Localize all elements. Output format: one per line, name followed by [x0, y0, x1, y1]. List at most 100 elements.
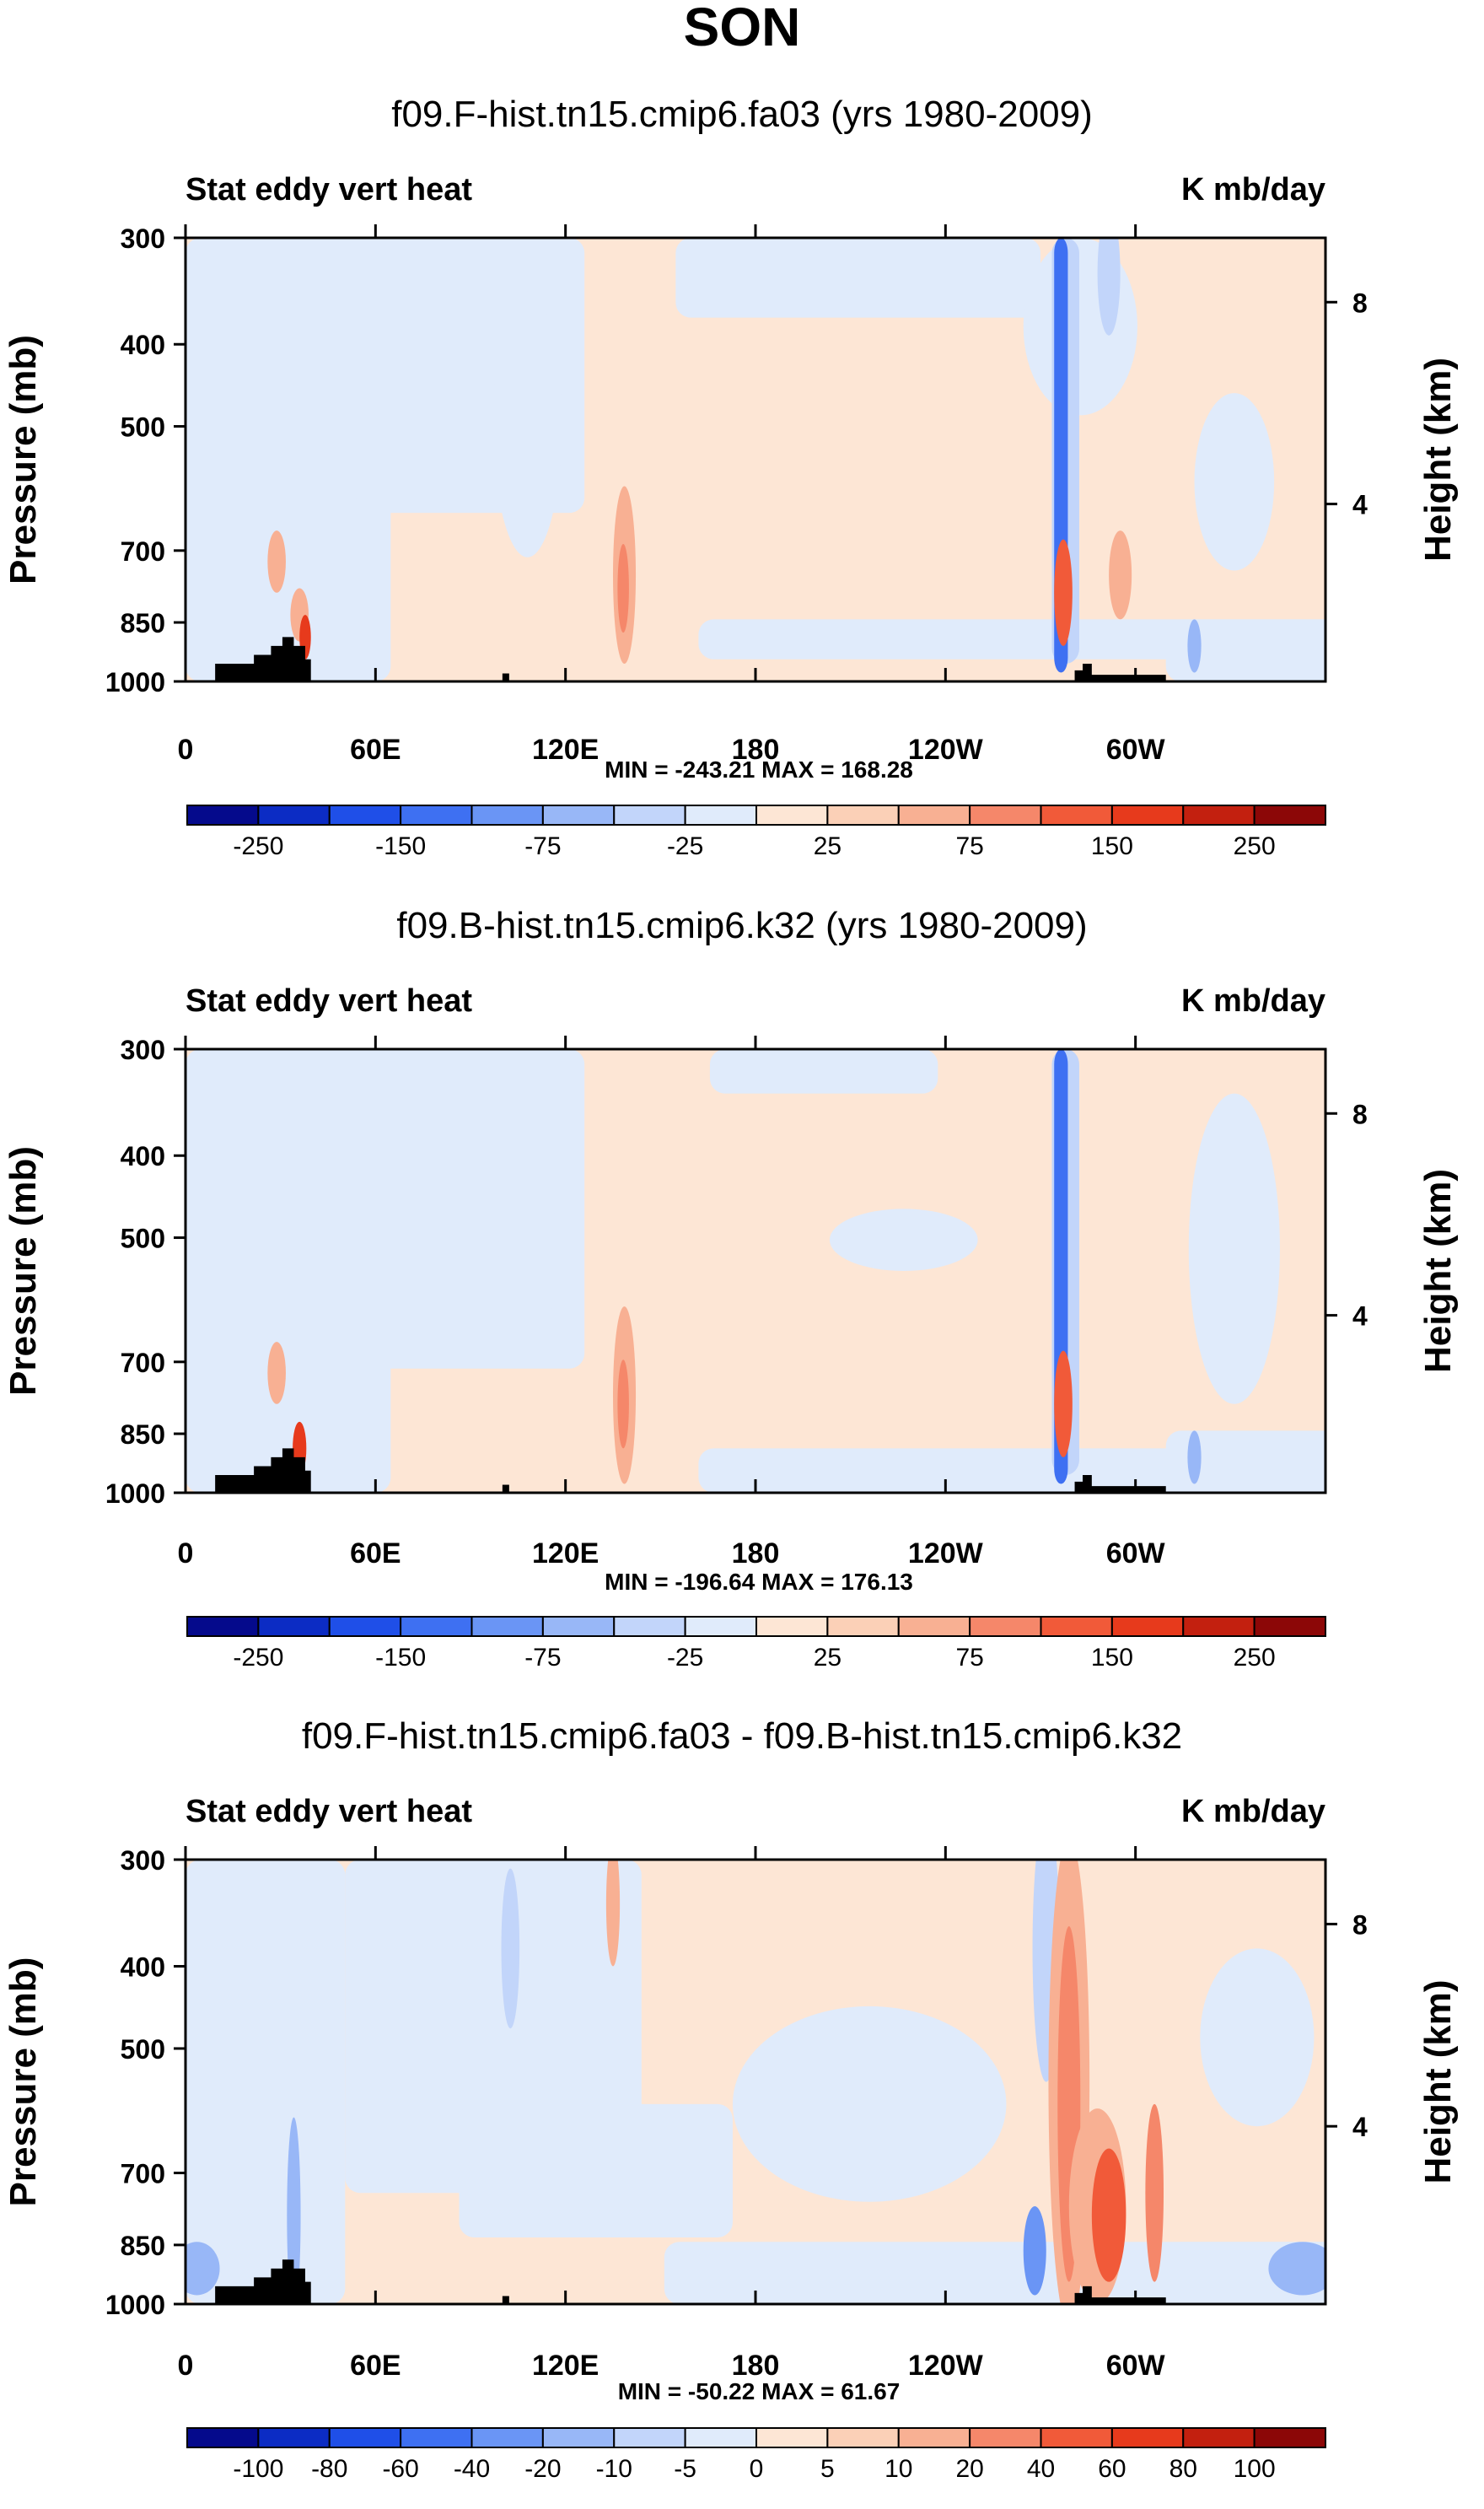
- colorbar-box: [1040, 2427, 1113, 2448]
- colorbar-box: [186, 2427, 260, 2448]
- contour-region: [829, 1209, 978, 1272]
- contour-region: [1023, 2206, 1046, 2296]
- y-tick-label: 1000: [105, 1478, 165, 1509]
- colorbar-label: 250: [1234, 832, 1276, 860]
- y-right-tick-label: 4: [1352, 1301, 1368, 1332]
- contour-region: [267, 530, 286, 593]
- colorbar-label: 150: [1091, 1644, 1133, 1672]
- topography-andes: [1074, 1474, 1166, 1493]
- colorbar-box: [257, 2427, 331, 2448]
- colorbar-label: -10: [596, 2455, 632, 2483]
- y-right-tick-label: 8: [1352, 288, 1368, 318]
- y-tick-label: 500: [121, 412, 165, 443]
- colorbar-box: [400, 1616, 473, 1637]
- figure-title: SON: [684, 0, 801, 57]
- x-tick-label: 180: [732, 1537, 780, 1569]
- colorbar-box: [1110, 2427, 1185, 2448]
- contour-region: [1188, 1093, 1280, 1404]
- colorbar-label: -25: [667, 1644, 703, 1672]
- colorbar-box: [470, 2427, 544, 2448]
- y-tick-label: 850: [121, 608, 165, 638]
- topography-asia: [215, 1448, 311, 1493]
- contour-region: [1268, 2242, 1325, 2296]
- right-string: K mb/day: [1181, 1794, 1325, 1829]
- contour-region: [287, 2117, 301, 2304]
- colorbar-box: [684, 1616, 757, 1637]
- colorbar-box: [257, 805, 331, 826]
- contour-region: [1054, 1350, 1073, 1457]
- colorbar-label: 20: [955, 2455, 983, 2483]
- colorbar-box: [826, 1616, 900, 1637]
- colorbar-box: [541, 2427, 616, 2448]
- min-max-label: MIN = -50.22 MAX = 61.67: [618, 2378, 901, 2404]
- y-tick-label: 400: [121, 330, 165, 360]
- y-tick-label: 1000: [105, 667, 165, 697]
- panel-title: f09.B-hist.tn15.cmip6.k32 (yrs 1980-2009…: [396, 905, 1087, 946]
- colorbar-box: [541, 805, 616, 826]
- colorbar-label: 250: [1234, 1644, 1276, 1672]
- y-right-tick-label: 8: [1352, 1099, 1368, 1129]
- panel-title: f09.F-hist.tn15.cmip6.fa03 - f09.B-hist.…: [302, 1715, 1182, 1757]
- colorbar: -250 -150 -75 -25 25 75 150 250: [186, 1616, 1326, 1672]
- contour-region: [186, 2242, 220, 2296]
- colorbar-box: [186, 1616, 260, 1637]
- colorbar-box: [897, 1616, 971, 1637]
- colorbar-box: [1040, 1616, 1113, 1637]
- colorbar-box: [1253, 1616, 1326, 1637]
- min-max-label: MIN = -196.64 MAX = 176.13: [605, 1569, 913, 1595]
- contour-region: [732, 2006, 1007, 2202]
- topography-andes: [1074, 2286, 1166, 2304]
- x-tick-label: 60W: [1106, 2350, 1166, 2382]
- y-tick-label: 400: [121, 1141, 165, 1171]
- y-axis-title: Pressure (mb): [3, 335, 44, 584]
- colorbar-label: -100: [233, 2455, 283, 2483]
- x-tick-label: 120W: [908, 734, 984, 766]
- y-right-tick-label: 4: [1352, 490, 1368, 520]
- y-tick-label: 700: [121, 2159, 165, 2189]
- y-tick-label: 400: [121, 1952, 165, 1982]
- colorbar-box: [1182, 2427, 1255, 2448]
- colorbar: -250 -150 -75 -25 25 75 150 250: [186, 805, 1326, 860]
- colorbar-label: -150: [375, 1644, 426, 1672]
- colorbar-box: [755, 2427, 829, 2448]
- colorbar-box: [684, 2427, 757, 2448]
- colorbar-box: [969, 805, 1042, 826]
- colorbar-box: [541, 1616, 616, 1637]
- contour-region: [605, 1860, 621, 1967]
- colorbar-box: [400, 805, 473, 826]
- x-tick-label: 60E: [350, 734, 401, 766]
- contour-region: [1145, 2103, 1164, 2282]
- colorbar-box: [328, 805, 402, 826]
- contour-region: [1200, 1948, 1315, 2127]
- colorbar-box: [613, 805, 686, 826]
- x-tick-label: 60W: [1106, 734, 1166, 766]
- colorbar-box: [613, 1616, 686, 1637]
- colorbar-box: [969, 2427, 1042, 2448]
- y-tick-label: 500: [121, 2034, 165, 2065]
- colorbar-label: -60: [382, 2455, 418, 2483]
- y-right-tick-label: 8: [1352, 1909, 1368, 1940]
- colorbar-label: 80: [1169, 2455, 1197, 2483]
- contour-region: [1023, 238, 1137, 416]
- topography-island: [502, 673, 509, 681]
- colorbar-box: [328, 1616, 402, 1637]
- colorbar-box: [400, 2427, 473, 2448]
- contour-region: [1187, 1430, 1202, 1484]
- x-tick-label: 0: [178, 2350, 194, 2382]
- left-string: Stat eddy vert heat: [186, 172, 472, 207]
- left-string: Stat eddy vert heat: [186, 983, 472, 1019]
- colorbar-label: -250: [233, 832, 283, 860]
- colorbar-label: 40: [1027, 2455, 1055, 2483]
- x-tick-label: 120W: [908, 2350, 984, 2382]
- colorbar-box: [613, 2427, 686, 2448]
- y-tick-label: 300: [121, 1845, 165, 1876]
- colorbar-box: [328, 2427, 402, 2448]
- contour-region: [1109, 530, 1132, 620]
- panel-3: f09.F-hist.tn15.cmip6.fa03 - f09.B-hist.…: [3, 1715, 1459, 2483]
- contour-field: [186, 1049, 1325, 1493]
- colorbar-box: [470, 805, 544, 826]
- colorbar-label: 0: [750, 2455, 764, 2483]
- colorbar-box: [684, 805, 757, 826]
- x-tick-label: 120E: [532, 734, 599, 766]
